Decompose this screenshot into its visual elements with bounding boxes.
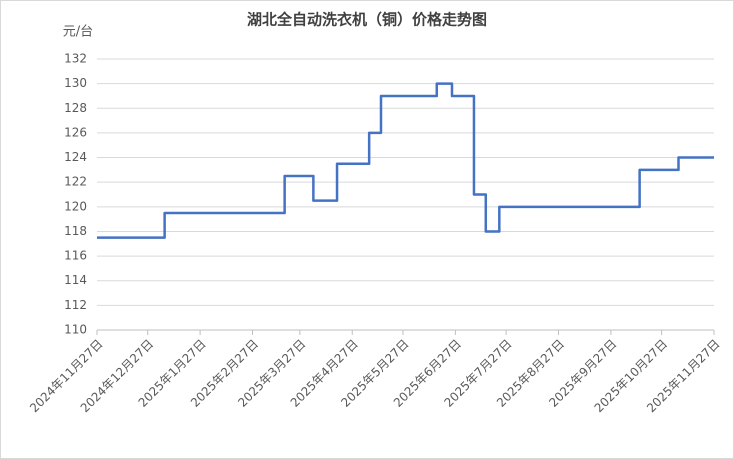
y-tick-label: 116 [64,249,87,263]
y-tick-label: 128 [64,101,87,115]
y-tick-label: 124 [64,150,87,164]
price-line [97,82,714,239]
y-tick-label: 110 [64,323,87,337]
y-tick-label: 122 [64,175,87,189]
y-tick-label: 126 [64,125,87,139]
chart-title: 湖北全自动洗衣机（铜）价格走势图 [247,11,487,29]
y-tick-label: 130 [64,76,87,90]
y-tick-label: 132 [64,52,87,66]
y-axis-label: 元/台 [63,25,93,40]
y-tick-label: 118 [64,224,87,238]
y-tick-label: 120 [64,199,87,213]
y-tick-label: 114 [64,273,87,287]
y-tick-label: 112 [64,298,87,312]
